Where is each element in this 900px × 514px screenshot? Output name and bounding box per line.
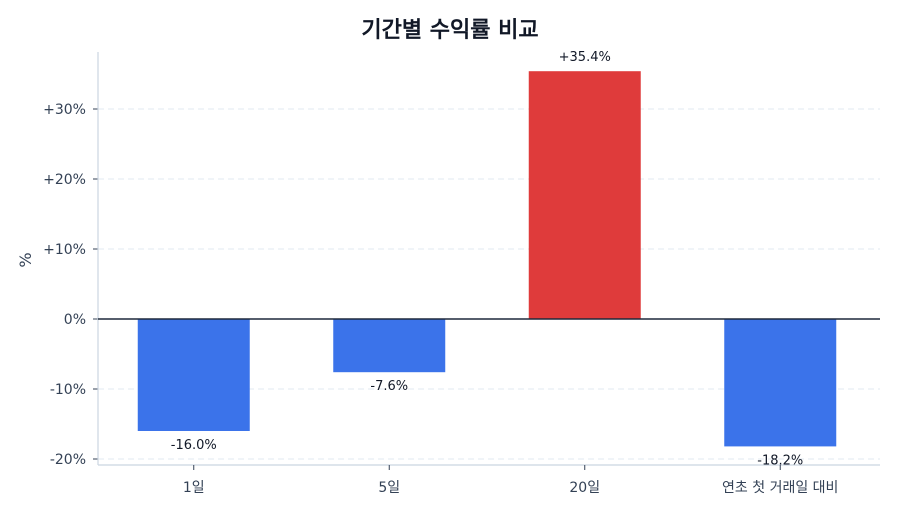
bar-1 bbox=[137, 319, 250, 431]
bar-3 bbox=[528, 71, 641, 319]
y-tick-label: +30% bbox=[43, 102, 86, 118]
y-tick-label: +20% bbox=[43, 172, 86, 188]
data-label: -16.0% bbox=[171, 438, 217, 453]
x-tick-label: 연초 첫 거래일 대비 bbox=[722, 480, 838, 496]
y-tick-label: -10% bbox=[50, 382, 86, 398]
x-tick-label: 1일 bbox=[183, 480, 205, 496]
x-tick-label: 20일 bbox=[569, 480, 600, 496]
bar-4 bbox=[724, 319, 837, 447]
y-tick-label: +10% bbox=[43, 242, 86, 258]
y-tick-label: 0% bbox=[64, 312, 86, 328]
data-label: -7.6% bbox=[370, 379, 408, 394]
y-axis-label: % bbox=[16, 252, 35, 267]
y-tick-label: -20% bbox=[50, 452, 86, 468]
bar-2 bbox=[333, 319, 446, 373]
data-label: +35.4% bbox=[559, 50, 611, 65]
chart-title: 기간별 수익률 비교 bbox=[361, 18, 539, 43]
x-tick-label: 5일 bbox=[378, 480, 400, 496]
data-label: -18.2% bbox=[757, 453, 803, 468]
